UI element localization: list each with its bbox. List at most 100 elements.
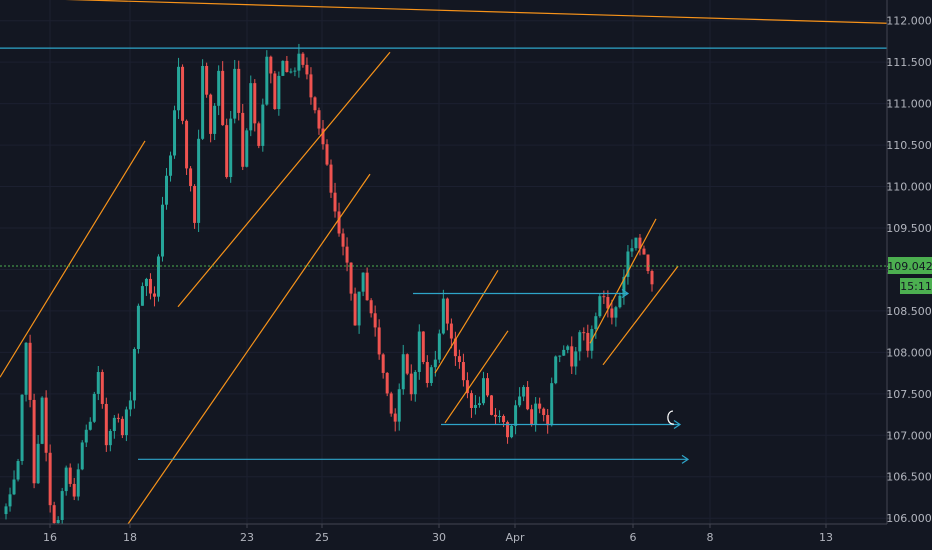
trend-line: [434, 269, 499, 374]
y-tick-label: 107.500: [886, 388, 932, 401]
candlesticks: [4, 43, 654, 529]
grid: [0, 0, 887, 524]
candle-body: [437, 333, 441, 360]
candle-body: [618, 295, 622, 308]
candle-body: [128, 400, 132, 410]
candle-body: [598, 296, 602, 317]
candle-body: [321, 128, 325, 145]
candle-body: [570, 346, 574, 367]
candle-body: [425, 362, 429, 383]
candle-body: [477, 403, 481, 406]
candle-body: [265, 56, 269, 105]
candle-body: [80, 442, 84, 470]
candle-body: [373, 313, 377, 328]
candle-body: [490, 395, 494, 415]
candle-body: [301, 53, 305, 65]
candle-body: [52, 505, 56, 524]
candle-body: [281, 60, 285, 76]
candle-body: [494, 414, 498, 417]
candle-body: [285, 60, 289, 72]
candle-body: [626, 251, 630, 277]
y-tick-label: 112.000: [886, 15, 932, 28]
candle-body: [44, 397, 48, 453]
candle-body: [405, 354, 409, 374]
candle-body: [337, 211, 341, 234]
candle-body: [530, 409, 534, 425]
current-price-badge-bg: [888, 257, 932, 274]
arrow-head: [673, 420, 682, 430]
candle-body: [606, 297, 610, 309]
candle-body: [108, 430, 112, 446]
candle-body: [453, 338, 457, 357]
countdown-badge-bg: [900, 278, 932, 294]
candle-body: [257, 123, 261, 146]
candle-body: [650, 271, 654, 285]
candle-body: [24, 342, 28, 395]
candle-body: [353, 293, 357, 326]
y-tick-label: 111.500: [886, 56, 932, 69]
candle-body: [514, 405, 518, 426]
candle-body: [481, 378, 485, 404]
candle-body: [457, 356, 461, 363]
candle-body: [32, 399, 36, 484]
candle-body: [116, 417, 120, 419]
candle-body: [140, 286, 144, 306]
candle-body: [381, 354, 385, 373]
y-tick-label: 108.000: [886, 346, 932, 359]
candle-body: [96, 372, 100, 394]
candle-body: [136, 305, 140, 349]
candle-body: [634, 237, 638, 249]
candle-body: [506, 422, 510, 438]
candle-body: [249, 83, 253, 131]
drawings[interactable]: [0, 0, 888, 525]
x-tick-label: 30: [432, 531, 446, 544]
candle-body: [562, 349, 566, 356]
candle-body: [602, 296, 606, 298]
candle-body: [465, 380, 469, 394]
x-tick-label: Apr: [505, 531, 525, 544]
candle-body: [369, 300, 373, 314]
candle-body: [566, 346, 570, 350]
candle-body: [253, 83, 257, 124]
candle-body: [421, 331, 425, 363]
candle-body: [189, 168, 193, 186]
candle-body: [120, 418, 124, 436]
candle-body: [197, 138, 201, 223]
candle-body: [144, 278, 148, 287]
candle-body: [622, 276, 626, 296]
candle-body: [88, 421, 92, 430]
candle-body: [389, 393, 393, 414]
candle-body: [177, 66, 181, 111]
y-tick-label: 107.000: [886, 429, 932, 442]
y-tick-label: 109.500: [886, 222, 932, 235]
candle-body: [40, 397, 44, 444]
candle-body: [325, 144, 329, 165]
candle-body: [610, 308, 614, 318]
candle-body: [630, 248, 634, 252]
candle-body: [317, 110, 321, 129]
candle-body: [594, 316, 598, 330]
candle-body: [193, 185, 197, 223]
candle-body: [542, 408, 546, 416]
candle-body: [225, 125, 229, 177]
candle-body: [357, 291, 361, 326]
candle-body: [132, 348, 136, 401]
candle-body: [522, 386, 526, 397]
candle-body: [433, 359, 437, 368]
time-axis[interactable]: 16 18 23 25 30 Apr 6 8 13: [0, 523, 932, 550]
candle-body: [8, 494, 12, 507]
candle-body: [241, 112, 245, 167]
trend-line: [589, 218, 657, 344]
candle-body: [445, 298, 449, 324]
x-tick-label: 23: [240, 531, 254, 544]
candle-body: [638, 237, 642, 249]
candle-body: [554, 356, 558, 384]
candle-body: [473, 405, 477, 408]
candle-body: [385, 372, 389, 394]
candle-body: [614, 307, 618, 318]
candle-body: [156, 256, 160, 297]
candle-body: [269, 56, 273, 74]
x-tick-label: 13: [819, 531, 833, 544]
